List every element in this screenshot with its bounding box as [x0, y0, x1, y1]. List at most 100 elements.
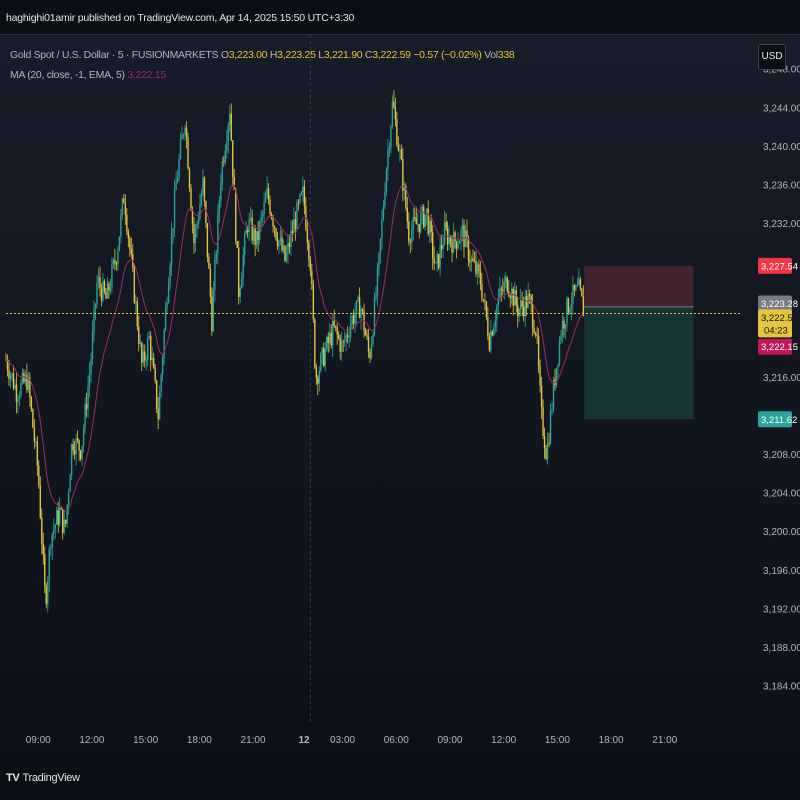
candle-body: [48, 548, 50, 581]
candle-body: [178, 158, 180, 178]
currency-button[interactable]: USD: [758, 44, 786, 70]
candle-body: [91, 331, 94, 359]
candle-body: [241, 277, 243, 289]
take-profit-tag: 3,211.62: [761, 415, 797, 426]
candle-body: [572, 284, 574, 304]
candle-body: [423, 206, 425, 227]
candle-body: [403, 186, 406, 191]
candle-body: [524, 295, 526, 317]
candle-body: [566, 298, 568, 325]
candle-body: [473, 260, 476, 262]
candle-body: [431, 232, 434, 258]
candle-body: [229, 113, 231, 125]
candle-body: [114, 259, 116, 264]
candle-body: [85, 403, 88, 410]
reference-price-tag: 3,223.28: [761, 299, 798, 310]
candle-body: [51, 533, 53, 549]
candle-body: [29, 377, 31, 398]
candle-body: [402, 159, 404, 191]
candle-body: [346, 334, 349, 337]
candle-body: [549, 411, 552, 444]
candle-body: [218, 200, 221, 213]
candle-body: [364, 331, 367, 336]
candle-body: [335, 325, 337, 328]
candle-body: [6, 359, 9, 371]
symbol-name[interactable]: Gold Spot / U.S. Dollar · 5 · FUSIONMARK…: [10, 49, 219, 61]
time-tick-label: 12:00: [79, 735, 104, 746]
candle-body: [70, 444, 73, 476]
candle-body: [479, 271, 482, 284]
candle-body: [254, 228, 256, 246]
candle-body: [152, 358, 155, 369]
candle-body: [558, 340, 561, 365]
candle-body: [333, 320, 335, 326]
candle-body: [56, 510, 58, 525]
candle-body: [167, 284, 170, 303]
candle-body: [160, 374, 162, 392]
candle-body: [123, 198, 125, 204]
candle-body: [81, 445, 83, 459]
candle-body: [233, 177, 235, 190]
candle-body: [187, 136, 189, 169]
candle-body: [127, 231, 130, 239]
candle-body: [288, 242, 291, 247]
price-tick-label: 3,240.00: [763, 142, 800, 153]
candle-body: [405, 186, 407, 208]
candle-body: [236, 241, 238, 248]
candle-body: [191, 209, 194, 224]
time-tick-label: 12:00: [491, 735, 516, 746]
close-value: 3,222.59: [372, 49, 411, 61]
candle-body: [317, 377, 319, 384]
candle-body: [397, 144, 400, 151]
candle-body: [296, 202, 298, 229]
candle-body: [478, 264, 480, 272]
candle-body: [329, 332, 331, 344]
candle-body: [42, 544, 44, 555]
candle-body: [366, 335, 368, 338]
candle-body: [11, 373, 13, 376]
candle-body: [390, 126, 392, 148]
candle-body: [576, 285, 579, 287]
take-profit-tag-bg: [758, 411, 792, 428]
candle-body: [190, 188, 192, 210]
candle-body: [517, 305, 519, 317]
candle-body: [521, 300, 523, 307]
candle-body: [578, 278, 580, 286]
candle-body: [575, 285, 577, 291]
price-tick-label: 3,196.00: [763, 566, 800, 577]
candle-body: [158, 391, 161, 420]
ma-label[interactable]: MA (20, close, -1, EMA, 5): [10, 69, 125, 81]
symbol-legend[interactable]: Gold Spot / U.S. Dollar · 5 · FUSIONMARK…: [10, 49, 515, 61]
candle-body: [106, 283, 109, 299]
candle-body: [439, 245, 441, 268]
candle-body: [519, 300, 522, 309]
candle-body: [555, 367, 558, 386]
price-tick-label: 3,236.00: [763, 180, 800, 191]
indicator-legend[interactable]: MA (20, close, -1, EMA, 5) 3,222.15: [10, 69, 166, 81]
candle-body: [415, 218, 417, 225]
candle-body: [528, 293, 531, 297]
candle-body: [185, 127, 188, 137]
candle-body: [33, 427, 36, 442]
candle-body: [232, 140, 234, 178]
candle-body: [166, 302, 168, 308]
time-tick-label: 21:00: [241, 735, 266, 746]
candle-body: [242, 255, 244, 278]
time-tick-label: 12: [299, 735, 311, 746]
candle-body: [437, 253, 440, 268]
candle-body: [20, 382, 22, 396]
candle-body: [30, 397, 33, 410]
candle-body: [226, 141, 228, 151]
low-value: 3,221.90: [323, 49, 363, 61]
candle-body: [17, 399, 19, 402]
candle-body: [336, 327, 338, 335]
price-tick-label: 3,216.00: [763, 373, 800, 384]
ma-line: [5, 184, 584, 512]
candle-body: [391, 101, 394, 127]
candle-body: [88, 373, 91, 387]
candle-body: [99, 277, 101, 288]
candle-body: [579, 278, 582, 289]
candle-body: [487, 317, 489, 337]
candle-body: [539, 366, 541, 386]
